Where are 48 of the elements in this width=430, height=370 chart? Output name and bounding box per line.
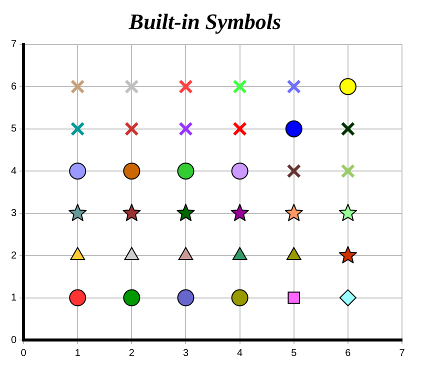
- point: [176, 204, 195, 222]
- point: [231, 289, 248, 306]
- point: [286, 79, 302, 94]
- point: [178, 122, 193, 136]
- point: [284, 204, 303, 222]
- point: [177, 289, 194, 306]
- y-tick-label: 5: [11, 124, 17, 135]
- point: [178, 79, 193, 94]
- x-tick-label: 3: [182, 348, 189, 359]
- point: [338, 246, 357, 264]
- x-tick-label: 0: [20, 348, 27, 359]
- point: [288, 292, 300, 304]
- point: [68, 204, 87, 222]
- point: [122, 204, 141, 222]
- y-tick-label: 2: [11, 250, 17, 262]
- point: [124, 79, 139, 94]
- point: [338, 204, 357, 222]
- y-tick-label: 0: [11, 334, 17, 346]
- point: [339, 289, 356, 306]
- point: [69, 289, 86, 306]
- y-tick-label: 7: [11, 39, 17, 50]
- x-tick-label: 6: [345, 348, 352, 359]
- y-tick-label: 6: [11, 81, 17, 92]
- x-tick-label: 4: [237, 348, 244, 359]
- x-tick-label: 5: [291, 348, 298, 359]
- point: [123, 289, 140, 306]
- x-tick-label: 7: [399, 348, 406, 359]
- point: [340, 164, 356, 178]
- point: [340, 122, 356, 136]
- x-tick-label: 2: [128, 348, 135, 359]
- point: [124, 122, 139, 136]
- chart-title: Built-in Symbols: [128, 8, 282, 34]
- point: [70, 122, 85, 136]
- point: [69, 162, 86, 180]
- point: [123, 162, 140, 180]
- y-tick-label: 3: [11, 208, 17, 220]
- y-tick-label: 4: [11, 166, 17, 177]
- point: [231, 162, 248, 180]
- x-tick-label: 1: [74, 348, 81, 359]
- y-tick-label: 1: [11, 292, 17, 304]
- point: [339, 78, 356, 96]
- point: [230, 204, 249, 222]
- point: [286, 164, 302, 178]
- point: [232, 79, 247, 94]
- point: [285, 120, 302, 138]
- point: [177, 162, 194, 180]
- point: [232, 122, 247, 136]
- point: [70, 79, 85, 94]
